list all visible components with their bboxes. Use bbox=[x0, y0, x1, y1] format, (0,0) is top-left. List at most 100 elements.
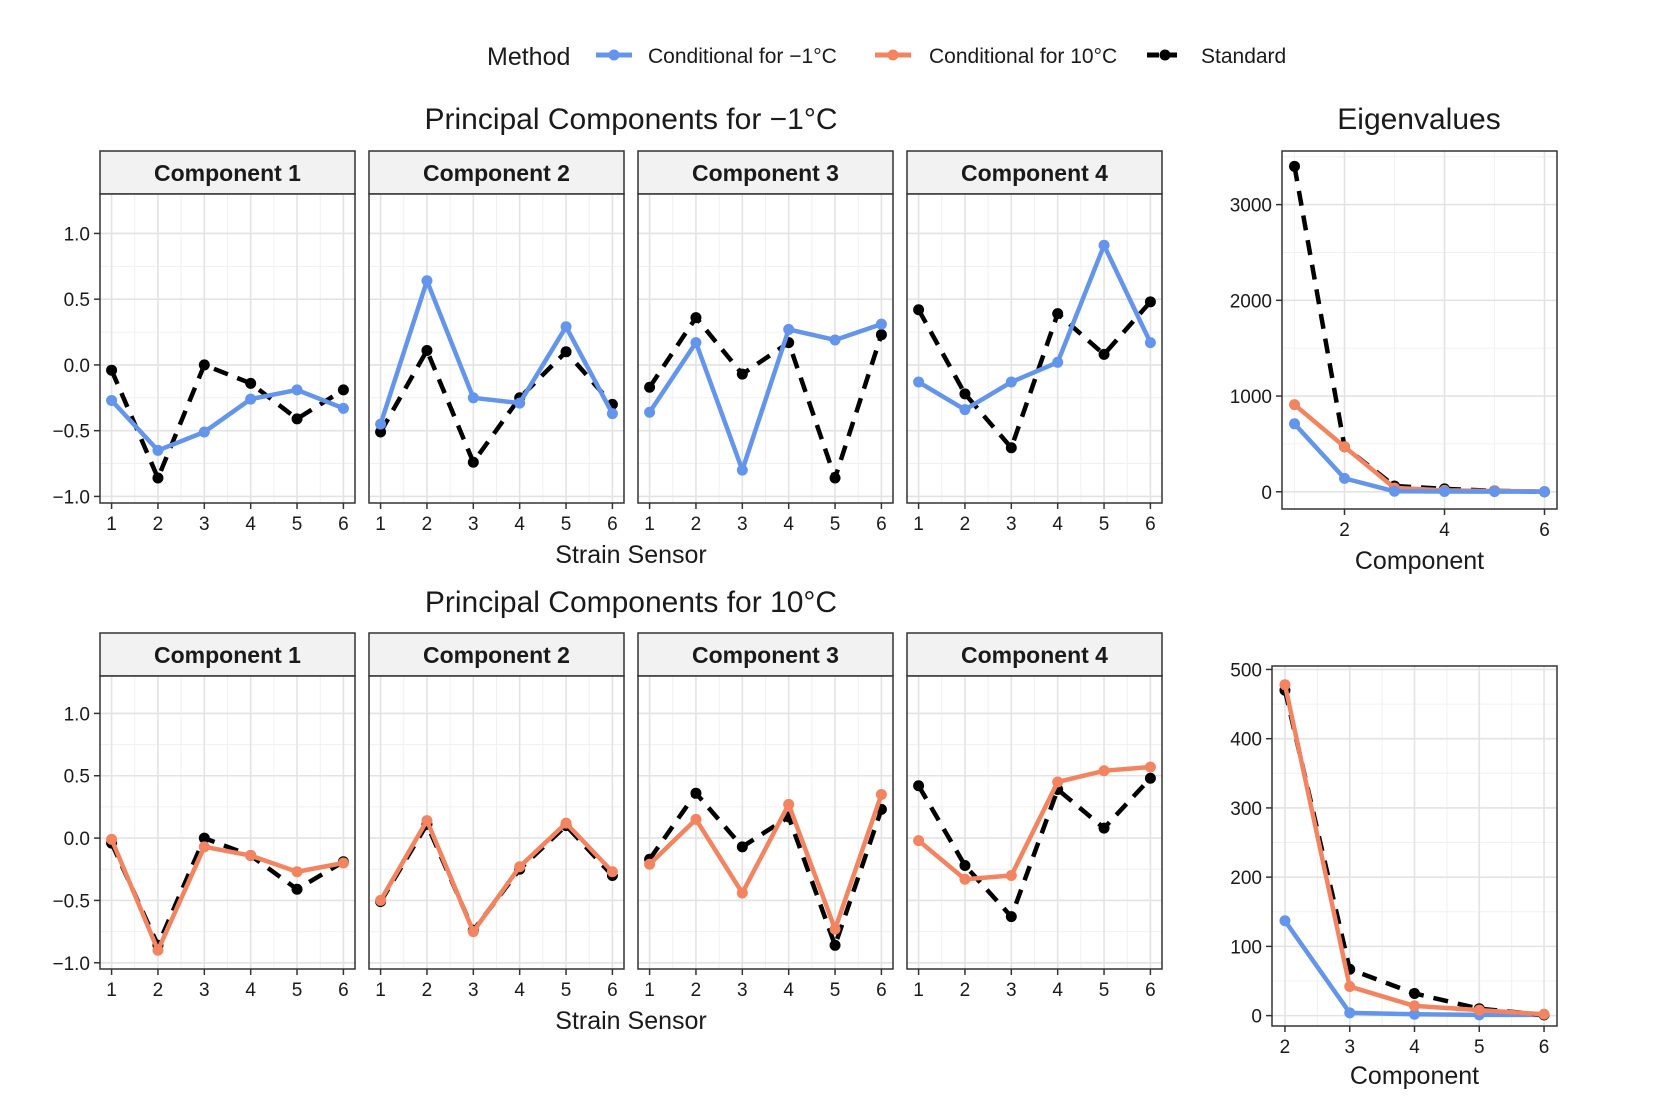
x-tick-label: 3 bbox=[1006, 980, 1017, 1001]
data-point-conditional-for-1-c bbox=[829, 334, 841, 346]
x-axis-title: Strain Sensor bbox=[555, 1007, 706, 1035]
data-point-standard bbox=[1289, 160, 1300, 172]
y-tick-label: 100 bbox=[1230, 937, 1262, 958]
x-axis-title: Component bbox=[1350, 1062, 1479, 1090]
data-point-standard bbox=[198, 359, 210, 371]
data-point-conditional-for-10-c bbox=[783, 798, 795, 810]
panel-border bbox=[906, 675, 1163, 970]
y-tick-label: 0.5 bbox=[64, 767, 90, 788]
facet-strip-label: Component 4 bbox=[961, 160, 1108, 186]
legend-label-standard: Standard bbox=[1201, 45, 1286, 68]
panel-border bbox=[99, 193, 356, 504]
data-point-conditional-for-1-c bbox=[1539, 486, 1550, 498]
facet-strip-label: Component 2 bbox=[423, 642, 570, 668]
y-tick-label: 3000 bbox=[1230, 196, 1272, 217]
data-point-standard bbox=[736, 841, 748, 853]
data-point-conditional-for-10-c bbox=[421, 815, 433, 827]
data-point-conditional-for-1-c bbox=[152, 444, 164, 456]
data-point-conditional-for-10-c bbox=[1144, 761, 1156, 773]
x-tick-label: 5 bbox=[1099, 980, 1110, 1001]
data-point-conditional-for-10-c bbox=[375, 894, 387, 906]
data-point-conditional-for-1-c bbox=[1052, 356, 1064, 368]
x-tick-label: 2 bbox=[153, 514, 164, 535]
x-tick-label: 4 bbox=[1052, 514, 1063, 535]
data-point-standard bbox=[560, 346, 572, 358]
x-tick-label: 4 bbox=[783, 980, 794, 1001]
data-point-standard bbox=[690, 312, 702, 324]
panel-border bbox=[637, 675, 894, 970]
x-tick-label: 2 bbox=[1280, 1037, 1291, 1058]
data-point-standard bbox=[875, 329, 887, 341]
y-tick-label: 0.0 bbox=[64, 356, 90, 377]
data-point-conditional-for-1-c bbox=[560, 321, 572, 333]
x-tick-label: 2 bbox=[422, 514, 433, 535]
data-point-conditional-for-10-c bbox=[1339, 441, 1350, 453]
eigen-title: Eigenvalues bbox=[1337, 103, 1500, 136]
panel-border bbox=[1281, 150, 1558, 510]
series-line-conditional-for-10-c bbox=[378, 818, 615, 934]
data-point-conditional-for-10-c bbox=[829, 923, 841, 935]
x-tick-label: 4 bbox=[245, 980, 256, 1001]
data-point-conditional-for-1-c bbox=[106, 394, 118, 406]
data-point-standard bbox=[421, 344, 433, 356]
data-point-conditional-for-10-c bbox=[106, 833, 118, 845]
data-point-conditional-for-1-c bbox=[1279, 915, 1291, 927]
data-point-conditional-for-1-c bbox=[913, 376, 925, 388]
x-tick-label: 3 bbox=[1006, 514, 1017, 535]
data-point-standard bbox=[1409, 987, 1420, 999]
facet-strip bbox=[368, 150, 625, 195]
series-line-conditional-for-1-c bbox=[378, 278, 615, 425]
data-point-conditional-for-10-c bbox=[291, 866, 303, 878]
x-tick-label: 5 bbox=[292, 514, 303, 535]
series-line-standard bbox=[378, 348, 615, 465]
data-point-conditional-for-1-c bbox=[245, 393, 257, 405]
x-tick-label: 3 bbox=[468, 514, 479, 535]
data-point-standard bbox=[644, 381, 656, 393]
data-point-conditional-for-1-c bbox=[375, 418, 387, 430]
data-point-standard bbox=[1005, 442, 1017, 454]
x-tick-label: 3 bbox=[468, 980, 479, 1001]
data-point-conditional-for-1-c bbox=[1144, 337, 1156, 349]
data-point-conditional-for-10-c bbox=[913, 835, 925, 847]
x-tick-label: 2 bbox=[960, 514, 971, 535]
eigenvalue-panel-bottom: 0 100 200 300 400 500 2 3 4 5 6 Component bbox=[1230, 660, 1558, 1090]
x-tick-label: 4 bbox=[514, 980, 525, 1001]
data-point-standard bbox=[152, 472, 164, 484]
data-point-conditional-for-10-c bbox=[690, 813, 702, 825]
x-tick-label: 2 bbox=[1339, 520, 1350, 541]
y-tick-label: 1.0 bbox=[64, 224, 90, 245]
x-tick-label: 5 bbox=[1474, 1037, 1485, 1058]
x-tick-label: 3 bbox=[199, 980, 210, 1001]
data-point-conditional-for-10-c bbox=[1473, 1004, 1485, 1016]
data-point-conditional-for-10-c bbox=[514, 861, 526, 873]
x-tick-label: 5 bbox=[1099, 514, 1110, 535]
data-point-standard bbox=[959, 860, 971, 872]
y-tick-label: 1000 bbox=[1230, 387, 1272, 408]
facet-strip bbox=[368, 632, 625, 677]
x-tick-label: 1 bbox=[375, 514, 386, 535]
data-point-standard bbox=[959, 388, 971, 400]
series-line-conditional-for-1-c bbox=[917, 243, 1153, 412]
data-point-conditional-for-1-c bbox=[1389, 485, 1400, 497]
panel-border bbox=[99, 675, 356, 970]
y-tick-label: 1.0 bbox=[64, 704, 90, 725]
plots: Principal Components for −1°C −1.0 −0.5 0.0… bbox=[52, 103, 1558, 1090]
legend-swatch-cond-10-point bbox=[887, 49, 899, 61]
series-line-conditional-for-1-c bbox=[109, 387, 345, 453]
series-line-standard bbox=[647, 315, 884, 481]
data-point-standard bbox=[1005, 911, 1017, 923]
x-tick-label: 1 bbox=[644, 514, 655, 535]
facet-4: Component 4 1 2 3 4 5 6 bbox=[906, 632, 1163, 1001]
pc-panel-row-1: Principal Components for −1°C −1.0 −0.5 0.0… bbox=[52, 103, 1163, 569]
data-point-conditional-for-10-c bbox=[1344, 981, 1356, 993]
x-tick-label: 2 bbox=[960, 980, 971, 1001]
x-tick-label: 6 bbox=[876, 514, 887, 535]
y-tick-label: 0 bbox=[1251, 1007, 1262, 1028]
x-tick-label: 4 bbox=[783, 514, 794, 535]
x-tick-label: 4 bbox=[514, 514, 525, 535]
x-tick-label: 6 bbox=[1145, 980, 1156, 1001]
data-point-standard bbox=[106, 364, 118, 376]
data-point-conditional-for-1-c bbox=[467, 392, 479, 404]
x-tick-label: 6 bbox=[1145, 514, 1156, 535]
